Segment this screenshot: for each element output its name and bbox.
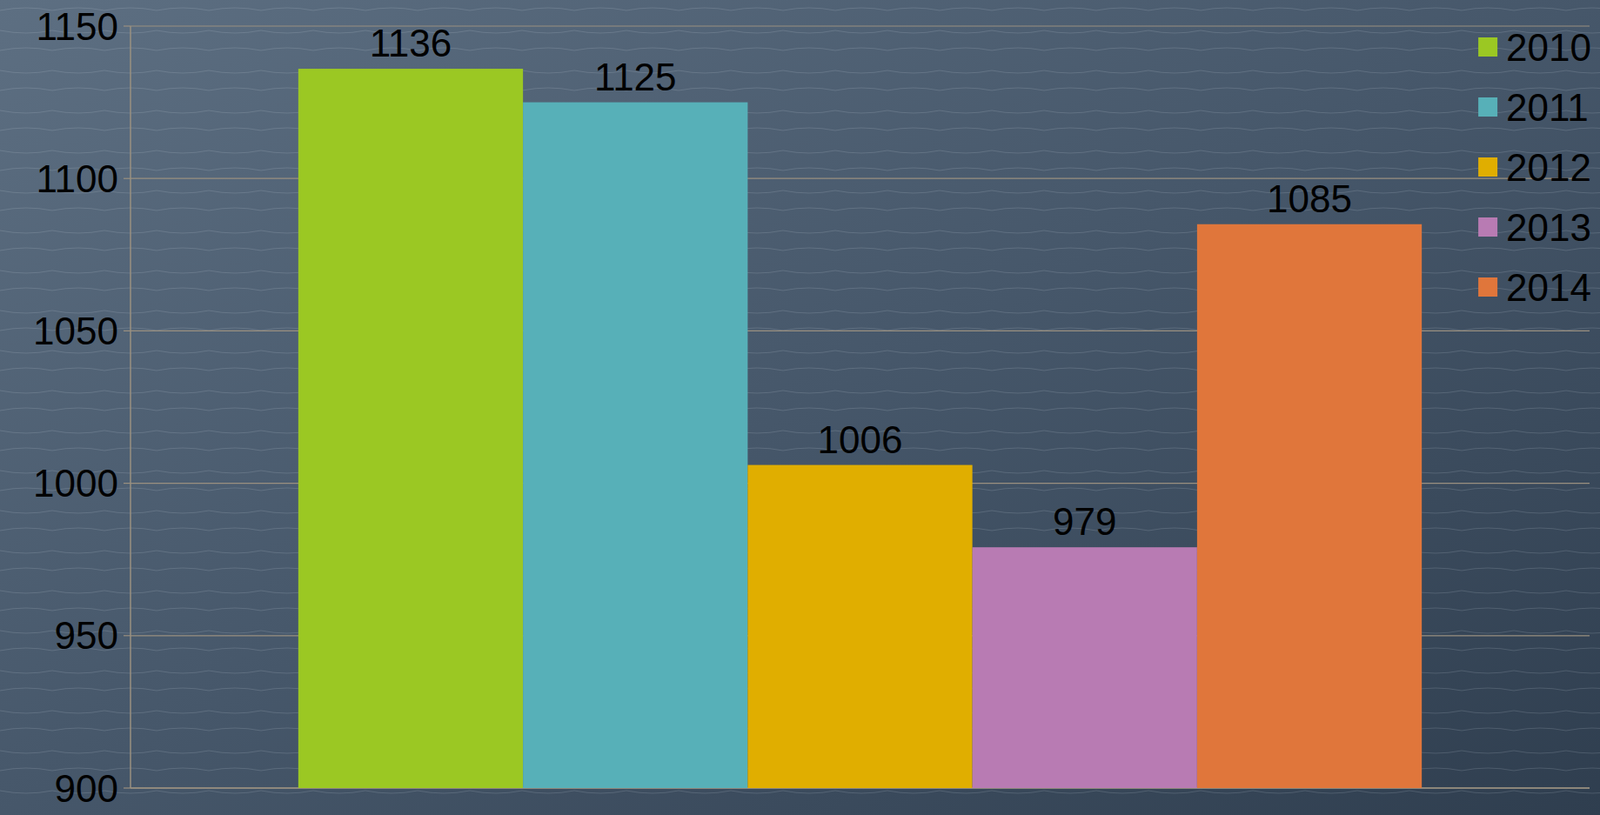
tick-mark <box>123 787 131 789</box>
grid-line <box>130 25 1590 27</box>
data-labels: 1136 1125 1006 979 1085 <box>369 21 1353 543</box>
bar <box>298 68 523 789</box>
wave-texture <box>0 7 1600 794</box>
bar <box>522 102 748 789</box>
wave <box>0 70 1600 74</box>
legend-label: 2014 <box>1506 266 1592 309</box>
legend-swatch <box>1478 277 1498 297</box>
bar <box>1197 224 1422 789</box>
wave <box>0 190 1600 194</box>
legend-swatch <box>1478 37 1498 57</box>
tick-label: 1050 <box>33 309 119 353</box>
legend-swatch <box>1478 97 1498 117</box>
tick-label: 1150 <box>35 5 119 48</box>
y-axis-line <box>129 26 132 789</box>
wave <box>0 30 1600 34</box>
legend: 2010 2011 2012 2013 2014 <box>1478 26 1592 309</box>
wave <box>0 7 1600 11</box>
wave <box>0 87 1600 91</box>
data-label: 1006 <box>817 418 904 462</box>
data-label: 979 <box>1052 500 1117 543</box>
data-label: 1136 <box>369 21 453 65</box>
legend-swatch <box>1478 217 1498 237</box>
data-label: 1125 <box>594 55 677 99</box>
legend-label: 2013 <box>1506 206 1592 249</box>
tick-label: 1100 <box>35 157 119 201</box>
background <box>0 0 1600 815</box>
wave <box>0 790 1600 794</box>
tick-mark <box>123 635 131 636</box>
legend-label: 2012 <box>1506 146 1592 189</box>
legend-label: 2010 <box>1506 26 1592 69</box>
grid <box>123 26 1590 789</box>
tick-label: 950 <box>54 614 119 657</box>
bar <box>747 465 972 789</box>
tick-label: 900 <box>54 767 119 811</box>
wave <box>0 167 1600 171</box>
legend-swatch <box>1478 157 1498 177</box>
wave <box>0 110 1600 114</box>
wave <box>0 207 1600 211</box>
tick-mark <box>123 482 131 484</box>
bar <box>972 547 1198 789</box>
tick-mark <box>123 178 131 180</box>
wave <box>0 47 1600 51</box>
bars <box>298 68 1422 789</box>
legend-label: 2011 <box>1506 86 1589 129</box>
tick-label: 1000 <box>33 461 119 505</box>
tick-mark <box>123 25 131 27</box>
wave <box>0 127 1600 131</box>
data-label: 1085 <box>1266 177 1353 221</box>
chart: 900 950 1000 1050 1100 1150 1136 1125 1006 979 108… <box>0 0 1600 815</box>
tick-mark <box>123 330 131 332</box>
wave <box>0 150 1600 154</box>
